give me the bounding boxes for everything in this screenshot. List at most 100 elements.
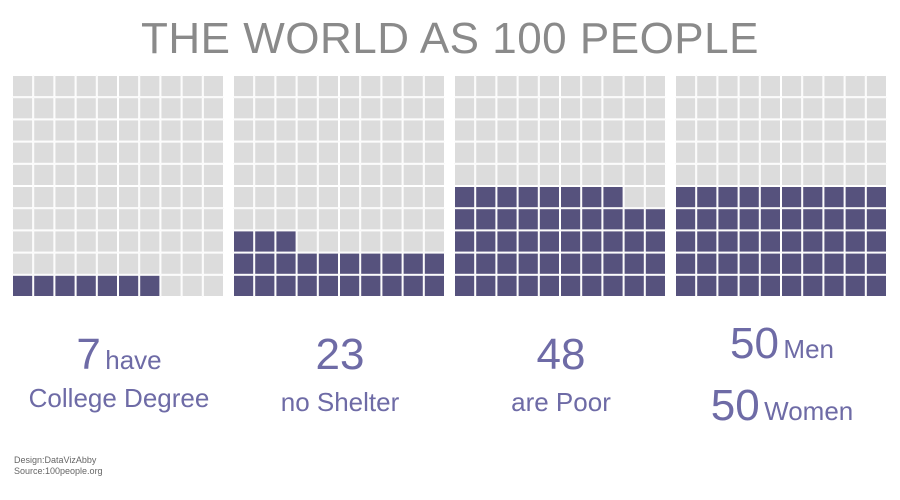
waffle-cell-filled bbox=[781, 208, 803, 231]
waffle-cell-empty bbox=[12, 208, 34, 231]
waffle-cell-empty bbox=[33, 75, 55, 98]
waffle-cell-empty bbox=[96, 119, 119, 142]
waffle-cell-empty bbox=[381, 208, 403, 231]
waffle-cell-empty bbox=[381, 97, 403, 120]
waffle-cell-empty bbox=[560, 141, 582, 164]
waffle-cell-filled bbox=[475, 186, 497, 209]
stat-label-men: Men bbox=[783, 334, 834, 364]
stat-label: are Poor bbox=[511, 387, 611, 417]
waffle-cell-empty bbox=[644, 119, 666, 142]
waffle-cell-filled bbox=[644, 208, 666, 231]
waffle-cell-filled bbox=[75, 274, 97, 297]
waffle-cell-empty bbox=[296, 208, 318, 231]
waffle-cell-empty bbox=[496, 97, 518, 120]
waffle-cell-empty bbox=[717, 75, 739, 98]
waffle-cell-empty bbox=[454, 97, 476, 120]
waffle-cell-filled bbox=[538, 230, 561, 253]
waffle-cell-filled bbox=[381, 252, 403, 275]
waffle-cell-empty bbox=[160, 119, 182, 142]
waffle-cell-filled bbox=[675, 186, 697, 209]
waffle-cell-empty bbox=[423, 230, 445, 253]
waffle-cell-filled bbox=[738, 230, 760, 253]
waffle-cell-empty bbox=[781, 163, 803, 187]
waffle-cell-empty bbox=[275, 141, 297, 164]
waffle-cell-empty bbox=[738, 97, 760, 120]
waffle-cell-empty bbox=[602, 119, 624, 142]
waffle-cell-filled bbox=[865, 274, 887, 297]
waffle-cell-empty bbox=[317, 75, 340, 98]
waffle-cell-empty bbox=[339, 75, 361, 98]
waffle-cell-empty bbox=[402, 163, 424, 187]
waffle-cell-empty bbox=[202, 252, 224, 275]
waffle-svg-poor bbox=[454, 75, 666, 297]
waffle-cell-filled bbox=[865, 208, 887, 231]
waffle-cell-empty bbox=[381, 141, 403, 164]
waffle-cell-empty bbox=[275, 163, 297, 187]
waffle-cell-empty bbox=[317, 163, 340, 187]
waffle-cell-empty bbox=[644, 141, 666, 164]
waffle-cell-empty bbox=[823, 141, 845, 164]
source-credit: Source:100people.org bbox=[14, 466, 103, 476]
waffle-cell-filled bbox=[675, 274, 697, 297]
waffle-cell-empty bbox=[581, 141, 603, 164]
waffle-cell-filled bbox=[738, 274, 760, 297]
waffle-cell-empty bbox=[118, 186, 140, 209]
waffle-cell-filled bbox=[496, 186, 518, 209]
waffle-cell-empty bbox=[118, 208, 140, 231]
waffle-cell-empty bbox=[644, 97, 666, 120]
waffle-cell-filled bbox=[759, 252, 782, 275]
waffle-cell-empty bbox=[696, 75, 718, 98]
waffle-cell-empty bbox=[802, 163, 824, 187]
waffle-cell-empty bbox=[254, 119, 276, 142]
waffle-cell-filled bbox=[644, 252, 666, 275]
waffle-cell-filled bbox=[454, 274, 476, 297]
waffle-cell-empty bbox=[202, 75, 224, 98]
stat-number: 7 bbox=[76, 330, 101, 379]
waffle-cell-empty bbox=[581, 75, 603, 98]
waffle-cell-empty bbox=[75, 97, 97, 120]
waffle-cell-filled bbox=[496, 208, 518, 231]
waffle-cell-empty bbox=[381, 75, 403, 98]
waffle-cell-empty bbox=[602, 141, 624, 164]
waffle-cell-empty bbox=[160, 186, 182, 209]
stat-label: College Degree bbox=[28, 383, 210, 413]
waffle-cell-empty bbox=[339, 230, 361, 253]
waffle-cell-filled bbox=[802, 230, 824, 253]
waffle-cell-filled bbox=[738, 252, 760, 275]
waffle-cell-empty bbox=[402, 186, 424, 209]
waffle-cell-filled bbox=[781, 230, 803, 253]
waffle-cell-empty bbox=[54, 252, 76, 275]
waffle-cell-empty bbox=[675, 141, 697, 164]
waffle-cell-filled bbox=[496, 230, 518, 253]
waffle-cell-filled bbox=[823, 274, 845, 297]
waffle-cell-filled bbox=[475, 252, 497, 275]
waffle-cell-empty bbox=[254, 208, 276, 231]
waffle-cell-empty bbox=[12, 97, 34, 120]
waffle-cell-empty bbox=[696, 163, 718, 187]
waffle-cell-empty bbox=[644, 163, 666, 187]
waffle-cell-filled bbox=[759, 186, 782, 209]
waffle-cell-empty bbox=[675, 97, 697, 120]
waffle-cell-empty bbox=[844, 97, 866, 120]
waffle-cell-empty bbox=[202, 186, 224, 209]
waffle-cell-empty bbox=[54, 208, 76, 231]
waffle-cell-empty bbox=[317, 141, 340, 164]
waffle-cell-empty bbox=[360, 163, 382, 187]
waffle-cell-filled bbox=[118, 274, 140, 297]
waffle-cell-filled bbox=[602, 274, 624, 297]
waffle-cell-empty bbox=[644, 186, 666, 209]
waffle-cell-empty bbox=[560, 163, 582, 187]
waffle-cell-empty bbox=[181, 208, 203, 231]
stat-number-women: 50 bbox=[710, 381, 760, 430]
waffle-cell-empty bbox=[160, 141, 182, 164]
waffle-cell-empty bbox=[717, 97, 739, 120]
waffle-cell-filled bbox=[233, 274, 255, 297]
waffle-cell-filled bbox=[454, 186, 476, 209]
waffle-cell-empty bbox=[202, 208, 224, 231]
waffle-cell-filled bbox=[696, 208, 718, 231]
waffle-cell-empty bbox=[233, 119, 255, 142]
waffle-cell-filled bbox=[581, 186, 603, 209]
waffle-cell-empty bbox=[160, 163, 182, 187]
waffle-cell-empty bbox=[623, 119, 645, 142]
waffle-cell-empty bbox=[233, 75, 255, 98]
